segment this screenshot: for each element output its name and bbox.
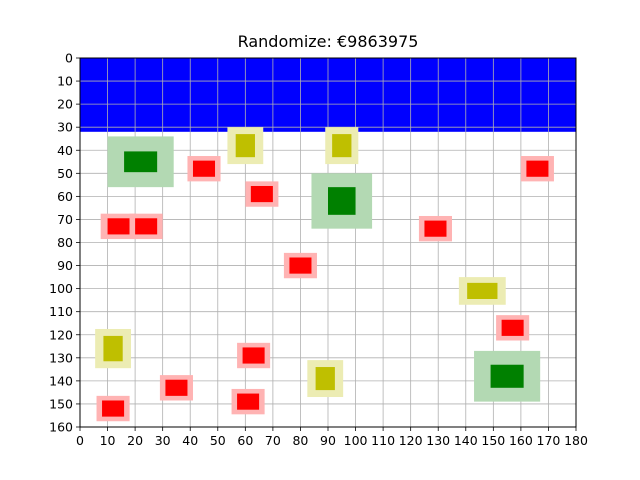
x-tick-label: 70 — [265, 433, 281, 448]
chart-title: Randomize: €9863975 — [237, 32, 419, 51]
y-tick-label: 110 — [49, 304, 73, 319]
item-red[interactable] — [242, 347, 265, 364]
x-tick-label: 0 — [76, 433, 84, 448]
item-red[interactable] — [424, 220, 447, 237]
y-tick-label: 140 — [49, 373, 73, 388]
item-red[interactable] — [501, 319, 524, 336]
x-tick-label: 110 — [371, 433, 395, 448]
y-tick-label: 70 — [57, 212, 73, 227]
x-tick-label: 170 — [537, 433, 561, 448]
x-tick-label: 150 — [481, 433, 505, 448]
y-tick-label: 100 — [49, 281, 73, 296]
item-green[interactable] — [328, 187, 356, 215]
item-olive[interactable] — [235, 134, 255, 158]
axes: 0 10 20 30 40 50 60 70 80 90 100 110 120 130 140 150 160… — [49, 51, 588, 449]
item-olive[interactable] — [103, 335, 123, 362]
y-tick-label: 150 — [49, 396, 73, 411]
x-tick-label: 180 — [564, 433, 588, 448]
x-tick-label: 20 — [127, 433, 143, 448]
y-tick-label: 40 — [57, 143, 73, 158]
y-tick-label: 30 — [57, 120, 73, 135]
y-tick-label: 130 — [49, 350, 73, 365]
item-green[interactable] — [124, 151, 158, 173]
x-tick-label: 140 — [454, 433, 478, 448]
x-tick-label: 50 — [210, 433, 226, 448]
y-tick-label: 20 — [57, 97, 73, 112]
y-tick-label: 0 — [65, 51, 73, 66]
item-red[interactable] — [165, 379, 188, 396]
y-tick-label: 10 — [57, 74, 73, 89]
x-tick-label: 10 — [100, 433, 116, 448]
item-red[interactable] — [289, 257, 312, 274]
x-tick-label: 120 — [399, 433, 423, 448]
item-red[interactable] — [135, 218, 158, 235]
item-olive[interactable] — [467, 282, 498, 300]
item-red[interactable] — [526, 160, 549, 177]
item-red[interactable] — [102, 400, 125, 417]
x-tick-label: 160 — [509, 433, 533, 448]
x-tick-label: 130 — [426, 433, 450, 448]
x-tick-label: 30 — [155, 433, 171, 448]
x-tick-label: 100 — [344, 433, 368, 448]
banner-layer — [79, 57, 577, 132]
y-tick-label: 160 — [49, 420, 73, 435]
x-tick-label: 90 — [320, 433, 336, 448]
x-tick-label: 60 — [237, 433, 253, 448]
item-red[interactable] — [237, 393, 260, 410]
x-tick-label: 80 — [292, 433, 308, 448]
item-red[interactable] — [250, 185, 273, 203]
y-tick-label: 90 — [57, 258, 73, 273]
game-items — [95, 127, 554, 422]
x-tick-label: 40 — [182, 433, 198, 448]
y-tick-label: 80 — [57, 235, 73, 250]
y-tick-label: 120 — [49, 327, 73, 342]
item-red[interactable] — [192, 160, 216, 177]
item-red[interactable] — [107, 218, 130, 235]
y-tick-label: 60 — [57, 189, 73, 204]
y-tick-label: 50 — [57, 166, 73, 181]
item-olive[interactable] — [332, 134, 352, 158]
item-green[interactable] — [490, 364, 524, 388]
item-olive[interactable] — [315, 367, 335, 391]
